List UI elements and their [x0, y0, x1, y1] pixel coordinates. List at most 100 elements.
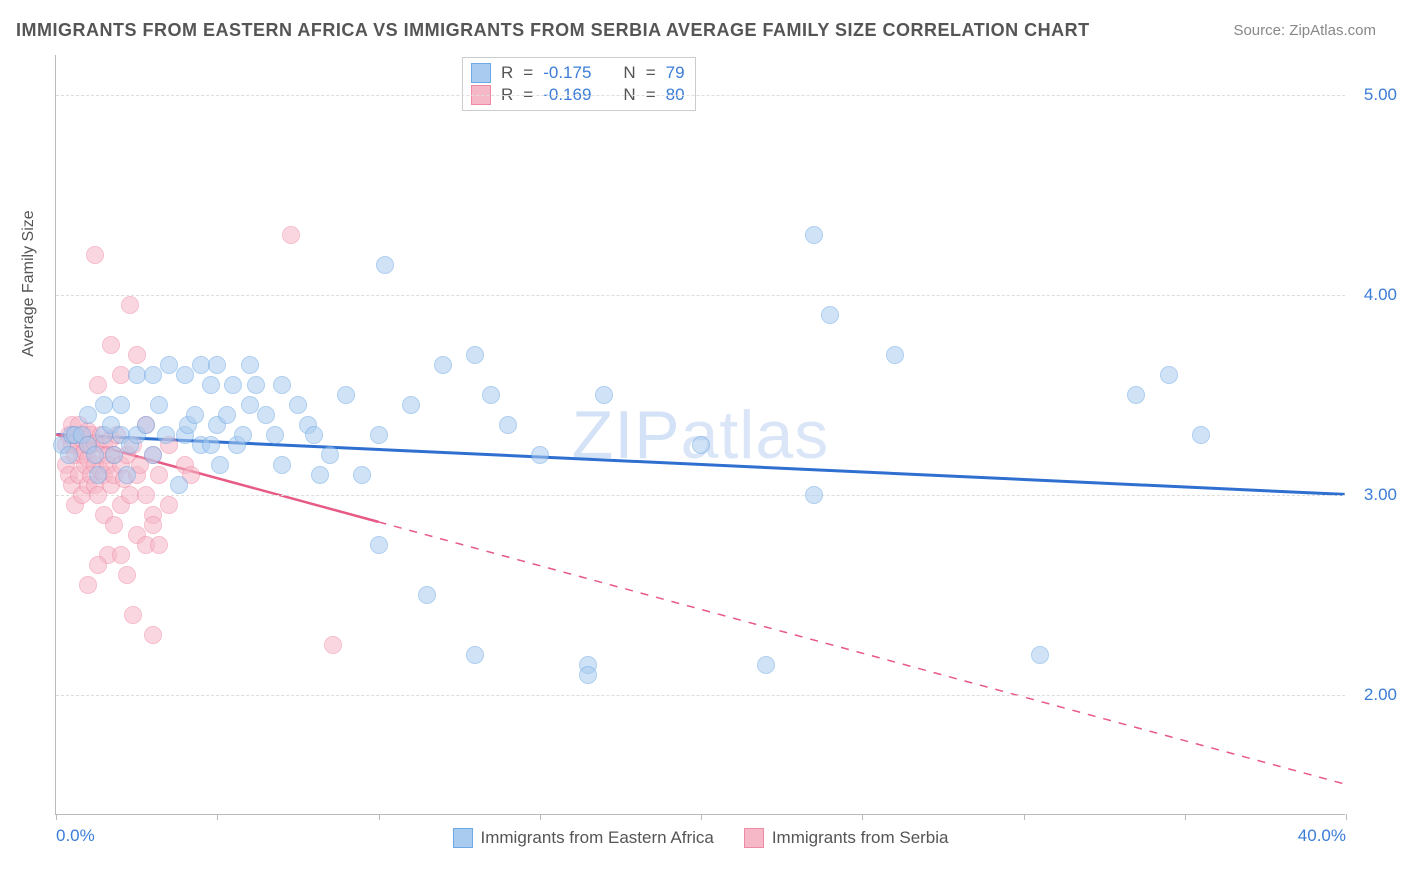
- gridline-horizontal: [56, 95, 1345, 96]
- scatter-point: [89, 376, 107, 394]
- scatter-point: [305, 426, 323, 444]
- scatter-point: [1031, 646, 1049, 664]
- scatter-point: [234, 426, 252, 444]
- scatter-point: [273, 376, 291, 394]
- scatter-point: [434, 356, 452, 374]
- gridline-horizontal: [56, 695, 1345, 696]
- gridline-horizontal: [56, 495, 1345, 496]
- series-legend: Immigrants from Eastern Africa Immigrant…: [452, 828, 948, 848]
- scatter-point: [466, 346, 484, 364]
- scatter-point: [105, 446, 123, 464]
- scatter-point: [1127, 386, 1145, 404]
- scatter-point: [282, 226, 300, 244]
- scatter-point: [144, 366, 162, 384]
- source-attribution: Source: ZipAtlas.com: [1233, 22, 1376, 39]
- scatter-point: [60, 446, 78, 464]
- scatter-point: [89, 556, 107, 574]
- scatter-point: [211, 456, 229, 474]
- x-tick: [379, 814, 380, 820]
- scatter-point: [202, 436, 220, 454]
- scatter-point: [89, 466, 107, 484]
- legend-swatch-1: [452, 828, 472, 848]
- scatter-point: [121, 296, 139, 314]
- scatter-point: [79, 406, 97, 424]
- legend-label-1: Immigrants from Eastern Africa: [480, 828, 713, 848]
- scatter-point: [128, 346, 146, 364]
- eq-label: =: [646, 63, 656, 83]
- scatter-point: [150, 466, 168, 484]
- scatter-point: [124, 606, 142, 624]
- scatter-point: [370, 536, 388, 554]
- scatter-point: [102, 336, 120, 354]
- x-tick: [540, 814, 541, 820]
- scatter-point: [1192, 426, 1210, 444]
- scatter-point: [1160, 366, 1178, 384]
- y-tick-label: 4.00: [1364, 285, 1397, 305]
- scatter-point: [337, 386, 355, 404]
- scatter-point: [118, 466, 136, 484]
- scatter-point: [805, 486, 823, 504]
- scatter-point: [170, 476, 188, 494]
- x-tick-label: 0.0%: [56, 826, 95, 846]
- scatter-point: [202, 376, 220, 394]
- y-axis-label: Average Family Size: [20, 210, 38, 356]
- n-value-series-1: 79: [666, 63, 685, 83]
- scatter-point: [289, 396, 307, 414]
- r-label: R: [501, 63, 513, 83]
- scatter-point: [482, 386, 500, 404]
- legend-item-series-2: Immigrants from Serbia: [744, 828, 949, 848]
- scatter-point: [241, 356, 259, 374]
- scatter-point: [160, 496, 178, 514]
- n-label: N: [623, 63, 635, 83]
- scatter-point: [150, 536, 168, 554]
- scatter-point: [241, 396, 259, 414]
- scatter-point: [370, 426, 388, 444]
- scatter-point: [376, 256, 394, 274]
- stats-legend-box: R = -0.175 N = 79 R = -0.169 N = 80: [462, 57, 696, 111]
- scatter-point: [86, 246, 104, 264]
- x-tick: [56, 814, 57, 820]
- scatter-point: [137, 486, 155, 504]
- swatch-series-1: [471, 63, 491, 83]
- scatter-point: [321, 446, 339, 464]
- gridline-horizontal: [56, 295, 1345, 296]
- scatter-point: [112, 396, 130, 414]
- x-tick: [217, 814, 218, 820]
- scatter-point: [531, 446, 549, 464]
- legend-item-series-1: Immigrants from Eastern Africa: [452, 828, 713, 848]
- scatter-point: [118, 566, 136, 584]
- scatter-point: [160, 356, 178, 374]
- scatter-point: [105, 516, 123, 534]
- chart-title: IMMIGRANTS FROM EASTERN AFRICA VS IMMIGR…: [16, 20, 1090, 41]
- scatter-point: [176, 366, 194, 384]
- scatter-point: [208, 356, 226, 374]
- trend-line-dashed: [378, 522, 1344, 784]
- x-tick: [1185, 814, 1186, 820]
- plot-area: ZIPatlas R = -0.175 N = 79 R = -0.169 N …: [55, 55, 1345, 815]
- watermark: ZIPatlas: [572, 396, 829, 474]
- scatter-point: [466, 646, 484, 664]
- x-tick: [701, 814, 702, 820]
- scatter-point: [402, 396, 420, 414]
- stats-row-series-1: R = -0.175 N = 79: [471, 62, 685, 84]
- scatter-point: [218, 406, 236, 424]
- scatter-point: [257, 406, 275, 424]
- x-tick: [1346, 814, 1347, 820]
- scatter-point: [137, 416, 155, 434]
- x-tick: [1024, 814, 1025, 820]
- scatter-point: [150, 396, 168, 414]
- r-value-series-1: -0.175: [543, 63, 591, 83]
- x-tick: [862, 814, 863, 820]
- y-tick-label: 5.00: [1364, 85, 1397, 105]
- scatter-point: [886, 346, 904, 364]
- scatter-point: [266, 426, 284, 444]
- scatter-point: [224, 376, 242, 394]
- scatter-point: [144, 516, 162, 534]
- scatter-point: [157, 426, 175, 444]
- scatter-point: [805, 226, 823, 244]
- scatter-point: [273, 456, 291, 474]
- y-tick-label: 2.00: [1364, 685, 1397, 705]
- scatter-point: [247, 376, 265, 394]
- eq-label: =: [523, 63, 533, 83]
- scatter-point: [821, 306, 839, 324]
